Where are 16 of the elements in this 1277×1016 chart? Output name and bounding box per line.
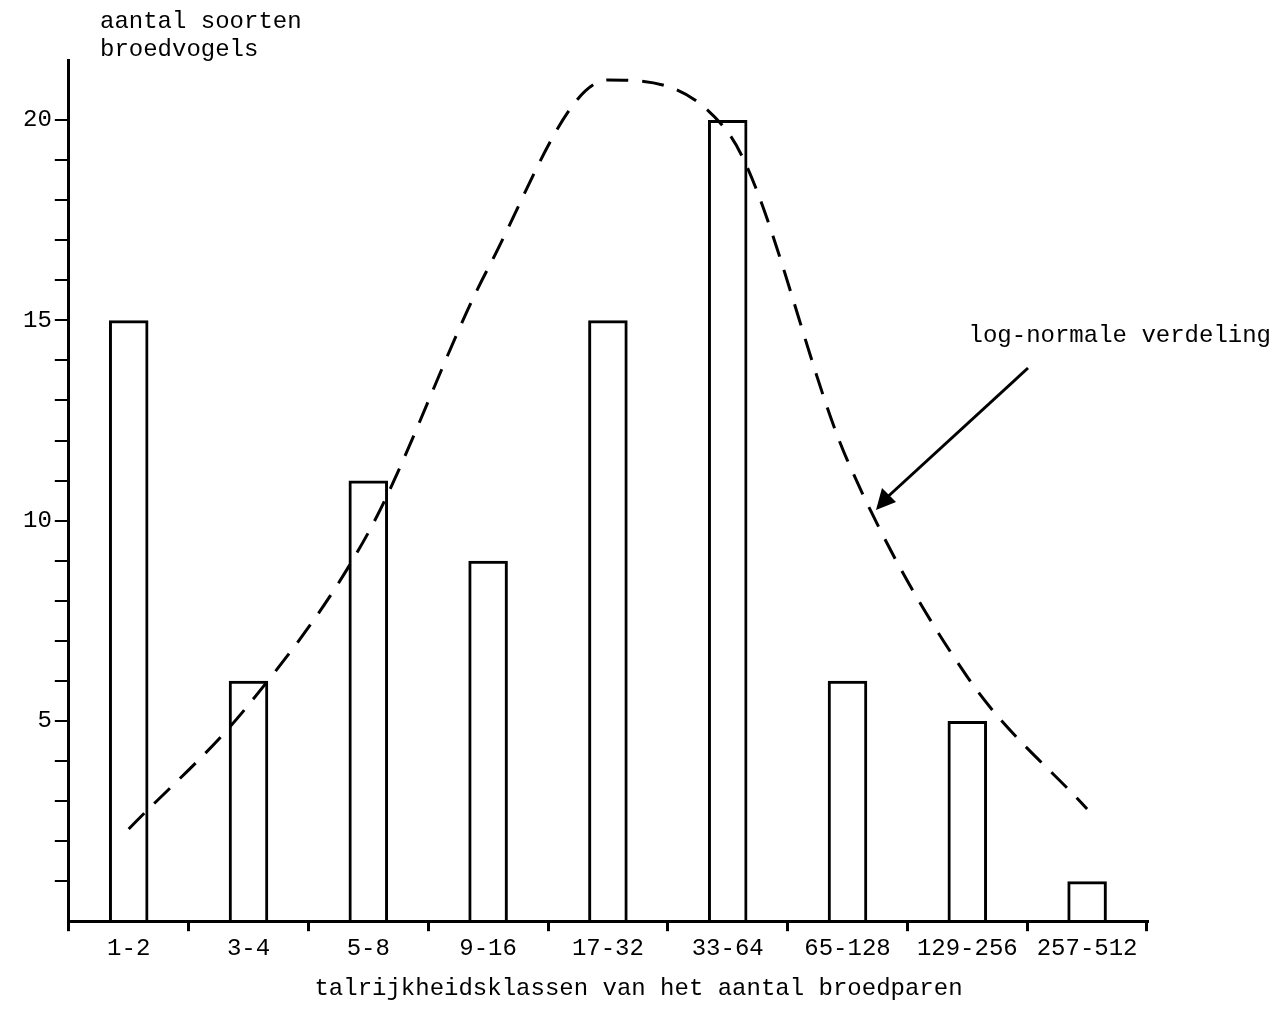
x-tick-label: 9-16 — [459, 934, 517, 962]
x-tick-label: 3-4 — [226, 934, 271, 962]
x-axis-title: talrijkheidsklassen van het aantal broedparen — [313, 975, 964, 1003]
x-tick-label: 1-2 — [107, 934, 151, 962]
y-tick-label: 15 — [22, 306, 52, 334]
annotation: log-normale verdeling — [968, 322, 1271, 350]
y-tick-label: 20 — [22, 106, 52, 134]
x-tick-label: 65-128 — [804, 934, 891, 962]
y-axis-title: aantal soorten broedvogels — [100, 8, 302, 64]
x-tick-label: 257-512 — [1036, 934, 1138, 962]
y-tick-label: 10 — [22, 507, 52, 534]
x-tick-label: 129-256 — [916, 934, 1018, 962]
x-tick-label: 5-8 — [346, 934, 390, 962]
y-tick-label: 5 — [37, 707, 52, 735]
x-tick-label: 33-64 — [691, 934, 764, 962]
x-tick-label: 17-32 — [571, 934, 644, 962]
